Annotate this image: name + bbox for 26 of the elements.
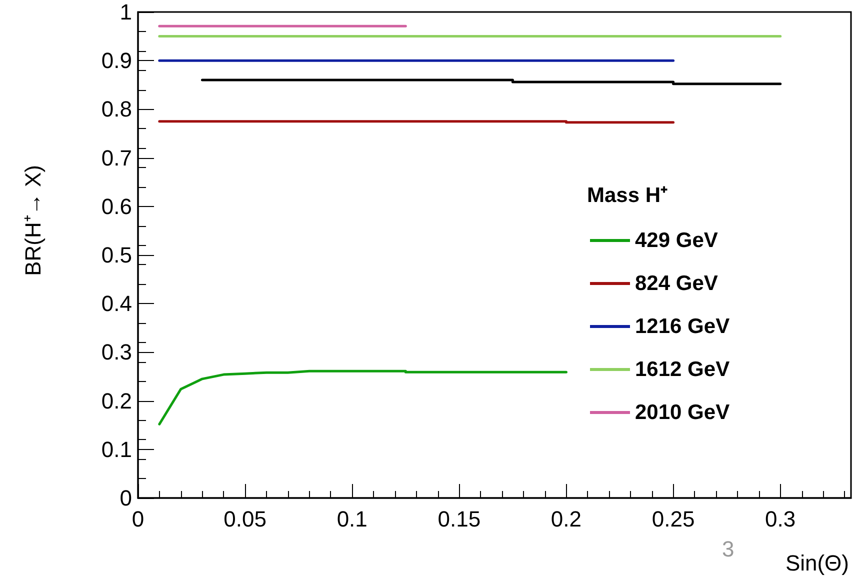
y-tick-label: 0.8 — [101, 96, 132, 122]
legend-label: 2010 GeV — [635, 401, 730, 424]
x-tick-label: 0.05 — [224, 506, 266, 532]
y-tick-label: 0.5 — [101, 242, 132, 268]
legend-title: Mass H⁺ — [587, 184, 668, 207]
text: 3 — [722, 536, 734, 562]
x-tick-label: 0.1 — [336, 506, 368, 532]
y-tick-label: 0.6 — [101, 194, 132, 219]
y-tick-label: 0.7 — [101, 145, 132, 170]
y-tick-label: 0.9 — [101, 48, 132, 74]
y-tick-label: 0 — [120, 486, 132, 510]
x-tick-label: 0.2 — [550, 506, 582, 532]
y-axis-title: BR(H⁺→ X) — [20, 164, 46, 276]
y-tick-label: 1 — [120, 0, 132, 24]
y-tick-label: 0.3 — [101, 340, 132, 365]
x-tick-label: 0.15 — [438, 506, 481, 532]
x-tick-label: 0.25 — [652, 506, 695, 532]
y-tick-label: 0.4 — [101, 291, 132, 316]
y-tick-label: 0.1 — [101, 436, 132, 462]
y-tick-label: 0.2 — [101, 388, 132, 414]
legend-label: 1216 GeV — [635, 315, 730, 338]
x-tick-label: 0.3 — [765, 506, 796, 532]
x-axis-title: Sin(Θ) — [785, 550, 849, 576]
legend-label: 824 GeV — [635, 272, 718, 295]
legend-label: 429 GeV — [635, 229, 718, 252]
legend-label: 1612 GeV — [635, 358, 730, 381]
